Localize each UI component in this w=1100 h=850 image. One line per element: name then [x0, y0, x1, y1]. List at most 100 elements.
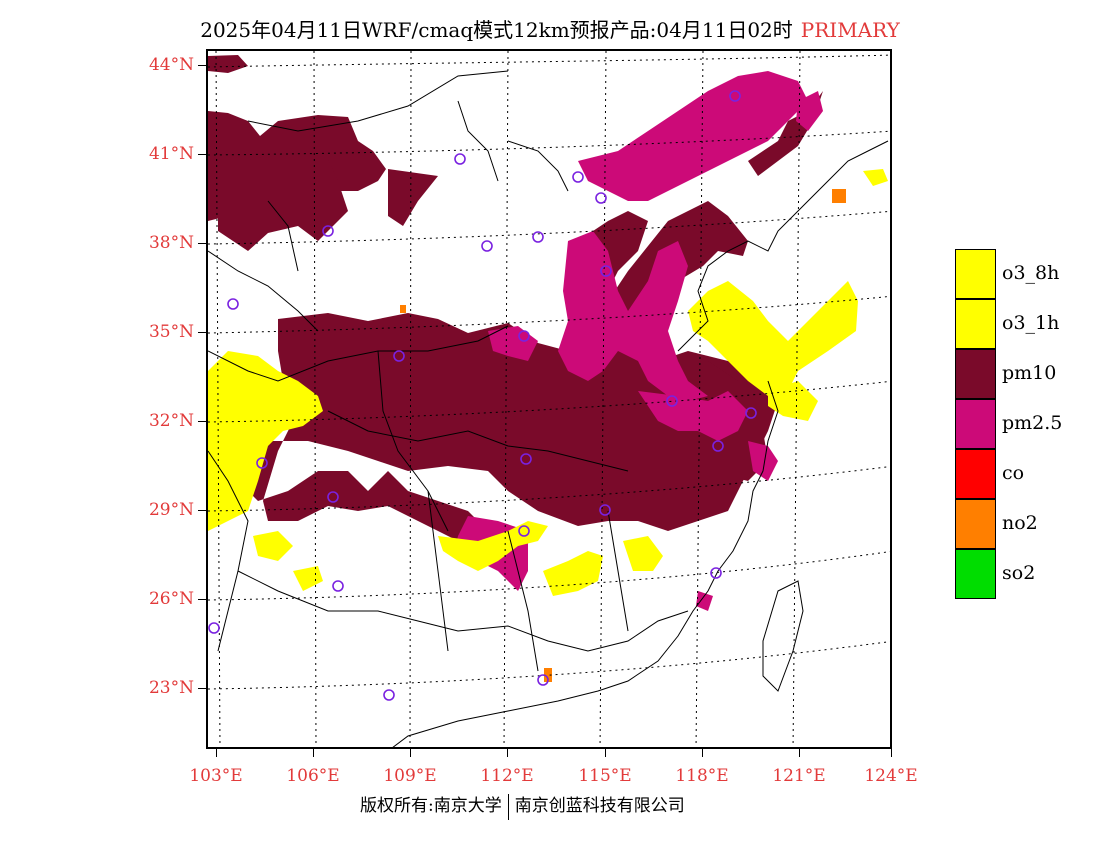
lat-tick — [198, 332, 206, 333]
pm25-region-jianghuai — [638, 391, 748, 441]
station-marker — [481, 240, 493, 252]
lon-label-106: 106°E — [286, 766, 340, 786]
grid-lon-109 — [409, 51, 412, 747]
copyright-footer: 版权所有:南京大学 南京创蓝科技有限公司 — [360, 791, 685, 820]
no2-spot-bohai — [832, 189, 846, 203]
station-marker — [666, 395, 678, 407]
lat-tick — [198, 154, 206, 155]
pm25-region-west — [488, 326, 538, 361]
station-marker — [393, 350, 405, 362]
station-marker — [745, 407, 757, 419]
lat-label-26: 26°N — [148, 589, 194, 609]
lon-tick — [702, 749, 703, 757]
station-marker — [710, 567, 722, 579]
lat-label-23: 23°N — [148, 678, 194, 698]
lat-label-38: 38°N — [148, 233, 194, 253]
lat-label-29: 29°N — [148, 500, 194, 520]
o3-region-hunan — [623, 536, 663, 571]
lon-tick — [799, 749, 800, 757]
grid-lon-115 — [599, 51, 607, 747]
map-panel — [206, 49, 892, 749]
boundary-south — [237, 490, 689, 672]
copyright-right: 南京创蓝科技有限公司 — [514, 796, 685, 816]
boundary-central — [208, 325, 629, 532]
o3-region-east-small — [863, 169, 888, 186]
legend-item-o3-1h: o3_1h — [955, 299, 1085, 349]
station-marker — [332, 580, 344, 592]
station-marker — [520, 453, 532, 465]
lon-tick — [507, 749, 508, 757]
station-marker — [600, 265, 612, 277]
o3-region-jiangsu — [768, 381, 818, 421]
station-marker — [572, 171, 584, 183]
legend-label: so2 — [1002, 562, 1036, 584]
station-marker — [256, 457, 268, 469]
lat-tick — [198, 243, 206, 244]
lat-label-35: 35°N — [148, 322, 194, 342]
station-marker — [712, 440, 724, 452]
station-marker — [532, 231, 544, 243]
pm10-region-northeast — [748, 91, 823, 176]
grid-lat-44 — [208, 54, 890, 68]
legend-swatch — [955, 249, 996, 299]
legend-item-pm10: pm10 — [955, 349, 1085, 399]
legend-label: pm2.5 — [1002, 412, 1063, 434]
legend-item-pm25: pm2.5 — [955, 399, 1085, 449]
legend-swatch — [955, 449, 996, 499]
lat-label-44: 44°N — [148, 55, 194, 75]
lon-tick — [891, 749, 892, 757]
station-marker — [322, 225, 334, 237]
map-title: 2025年04月11日WRF/cmaq模式12km预报产品:04月11日02时 P… — [0, 14, 1100, 43]
lat-label-32: 32°N — [148, 411, 194, 431]
lat-tick — [198, 65, 206, 66]
pm25-region-north-china — [578, 71, 808, 201]
legend-swatch — [955, 299, 996, 349]
legend-item-o3-8h: o3_8h — [955, 249, 1085, 299]
pollutant-legend: o3_8h o3_1h pm10 pm2.5 co no2 so2 — [955, 249, 1085, 599]
station-marker — [599, 504, 611, 516]
station-marker — [227, 298, 239, 310]
legend-item-no2: no2 — [955, 499, 1085, 549]
lon-label-112: 112°E — [480, 766, 534, 786]
lat-tick — [198, 421, 206, 422]
o3-region-guizhou-2 — [543, 551, 603, 596]
station-marker — [729, 90, 741, 102]
legend-swatch — [955, 499, 996, 549]
station-marker — [208, 622, 220, 634]
pm10-region-top-left — [208, 55, 248, 73]
pm10-region-north-band — [218, 156, 348, 251]
o3-region-yunnan-1 — [253, 531, 293, 561]
pm25-region-plain — [558, 231, 708, 401]
legend-swatch — [955, 549, 996, 599]
boundary-north — [247, 70, 569, 192]
pm25-region-liaoning — [796, 91, 823, 131]
o3-region-sichuan — [208, 351, 323, 531]
legend-label: no2 — [1002, 512, 1038, 534]
station-marker — [595, 192, 607, 204]
legend-swatch — [955, 399, 996, 449]
no2-spot-guangdong — [544, 668, 552, 682]
copyright-left: 版权所有:南京大学 — [360, 796, 502, 816]
lat-tick — [198, 599, 206, 600]
taiwan-outline — [762, 580, 804, 692]
legend-label: o3_1h — [1002, 312, 1060, 334]
legend-item-co: co — [955, 449, 1085, 499]
lon-label-103: 103°E — [189, 766, 243, 786]
station-marker — [327, 491, 339, 503]
lon-tick — [216, 749, 217, 757]
legend-item-so2: so2 — [955, 549, 1085, 599]
grid-lon-121 — [792, 51, 801, 747]
grid-lon-112 — [503, 51, 509, 747]
station-marker — [518, 525, 530, 537]
coastline — [392, 140, 889, 747]
o3-region-yunnan-2 — [293, 566, 323, 591]
lon-label-109: 109°E — [383, 766, 437, 786]
lon-tick — [410, 749, 411, 757]
lon-label-121: 121°E — [772, 766, 826, 786]
station-marker — [454, 153, 466, 165]
lat-tick — [198, 688, 206, 689]
station-marker — [518, 330, 530, 342]
no2-spot-shaanxi — [400, 305, 406, 313]
pollution-map — [208, 51, 890, 747]
boundary-west — [208, 200, 319, 652]
